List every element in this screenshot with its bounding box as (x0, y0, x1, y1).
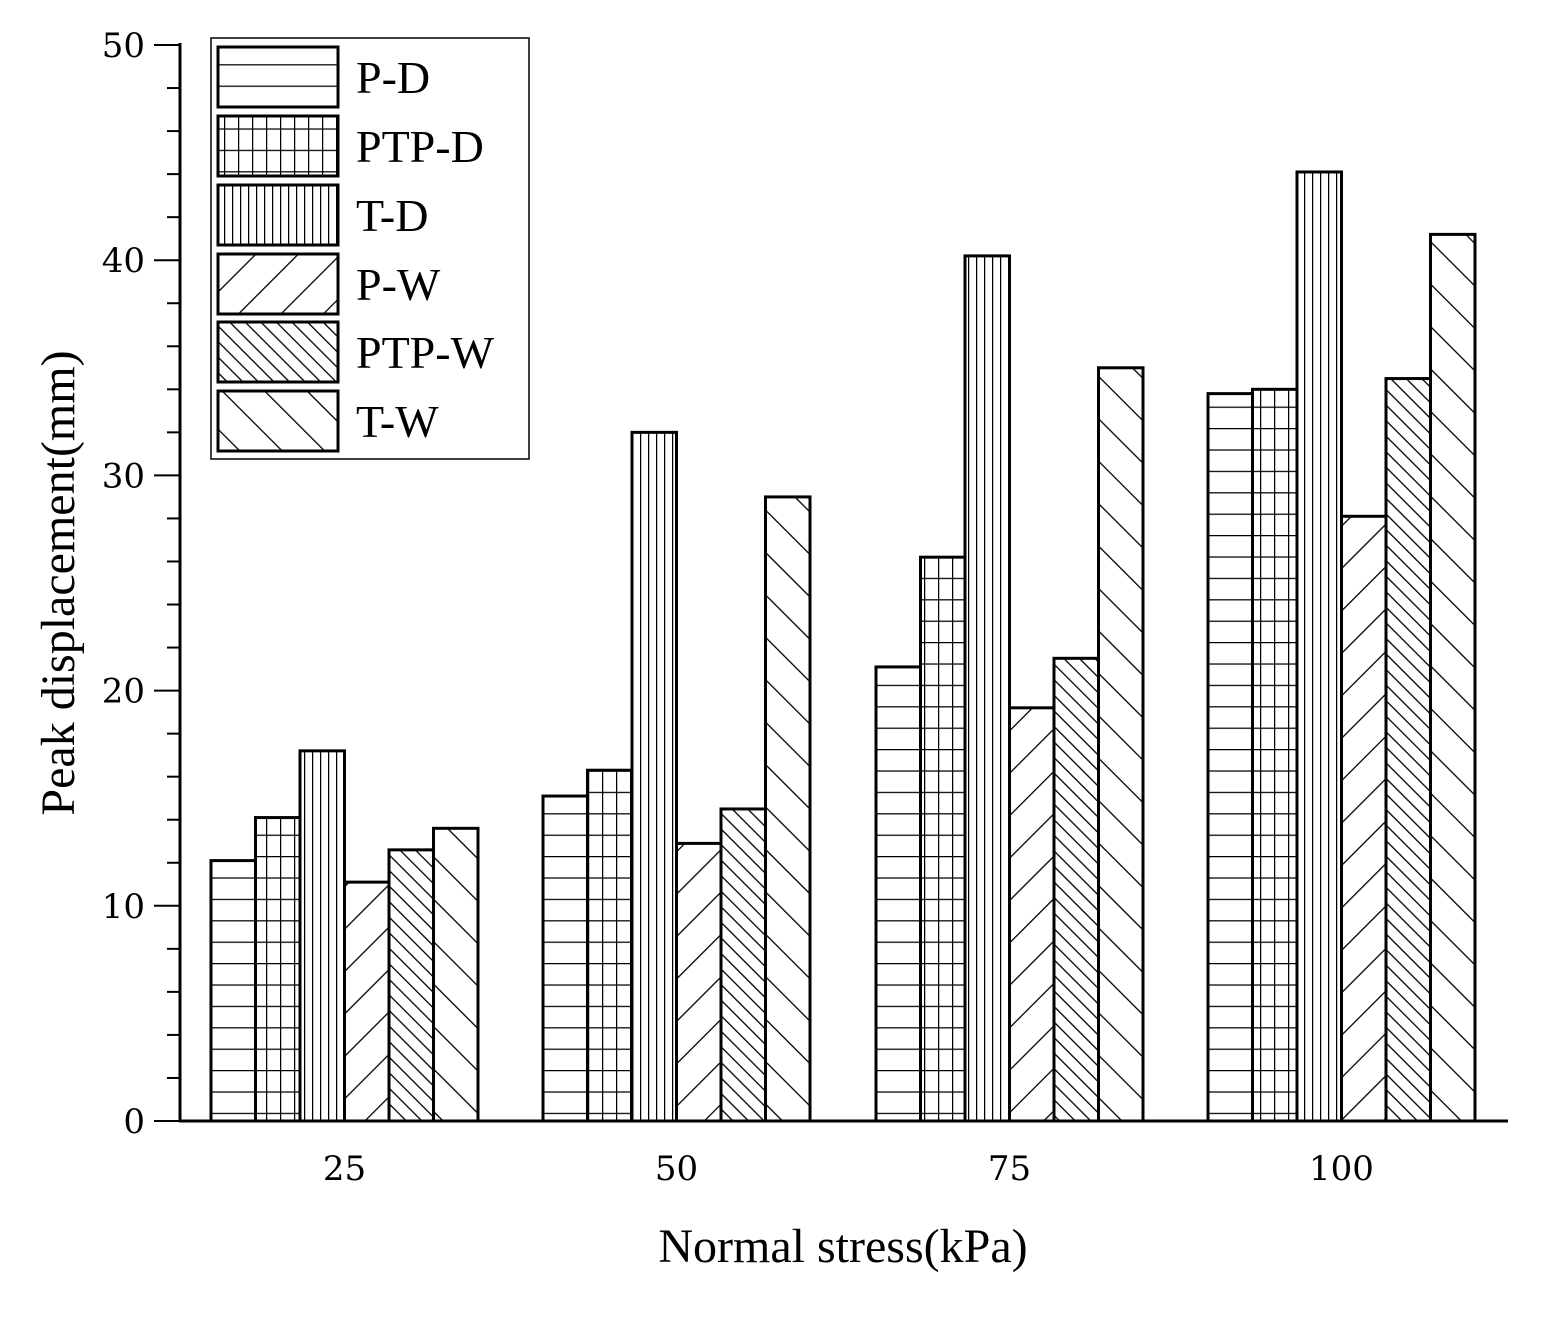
y-tick-label: 10 (102, 887, 145, 927)
bars-group (209, 170, 1477, 1123)
y-tick-label: 20 (102, 672, 145, 712)
bar-t-d-25 (298, 749, 346, 1123)
bar-ptp-w-25 (387, 848, 435, 1123)
bar-t-w-100 (1429, 232, 1477, 1123)
bar-ptp-w-75 (1052, 656, 1100, 1123)
bar-t-d-75 (963, 254, 1011, 1123)
bar-ptp-d-50 (586, 768, 634, 1123)
bar-t-w-50 (764, 495, 812, 1123)
legend-swatch-p-d (216, 45, 340, 109)
bar-p-d-75 (874, 665, 922, 1123)
bar-p-d-25 (209, 859, 257, 1123)
legend-swatch-p-w (216, 252, 340, 316)
x-axis-title: Normal stress(kPa) (658, 1220, 1027, 1273)
x-tick-label: 50 (655, 1149, 698, 1189)
bar-ptp-d-100 (1251, 387, 1299, 1123)
legend-label-p-d: P-D (356, 52, 430, 103)
bar-p-w-50 (675, 841, 723, 1123)
legend-swatch-ptp-w (216, 320, 340, 384)
legend-label-ptp-d: PTP-D (356, 121, 484, 172)
bar-ptp-w-100 (1384, 377, 1432, 1123)
bar-ptp-w-50 (719, 807, 767, 1123)
legend-swatch-t-d (216, 183, 340, 247)
bar-p-w-100 (1340, 514, 1388, 1123)
legend-swatch-t-w (216, 389, 340, 453)
bar-p-d-50 (541, 794, 589, 1123)
legend-swatch-ptp-d (216, 114, 340, 178)
bar-t-d-50 (630, 430, 678, 1123)
y-tick-label: 40 (102, 241, 145, 281)
y-tick-label: 30 (102, 456, 145, 496)
legend-label-p-w: P-W (356, 259, 441, 310)
y-axis-title: Peak displacement(mm) (32, 350, 85, 815)
bar-p-d-100 (1206, 392, 1254, 1123)
bar-ptp-d-75 (919, 555, 967, 1123)
bar-t-w-75 (1097, 366, 1145, 1123)
bar-t-d-100 (1295, 170, 1343, 1123)
x-tick-label: 25 (323, 1149, 366, 1189)
legend-label-t-w: T-W (356, 396, 439, 447)
legend-label-ptp-w: PTP-W (356, 327, 495, 378)
y-tick-label: 0 (123, 1102, 145, 1142)
axes-group: 0 10 20 30 40 50 25 50 75 100 (102, 26, 1508, 1189)
legend-label-t-d: T-D (356, 190, 428, 241)
bar-p-w-25 (343, 880, 391, 1123)
legend: P-D PTP-D T-D P-W PTP-W T-W (210, 37, 530, 460)
bar-p-w-75 (1008, 706, 1056, 1123)
bar-ptp-d-25 (254, 816, 302, 1123)
y-tick-label: 50 (102, 26, 145, 66)
x-tick-label: 100 (1309, 1149, 1374, 1189)
x-tick-label: 75 (988, 1149, 1031, 1189)
bar-t-w-25 (432, 826, 480, 1123)
